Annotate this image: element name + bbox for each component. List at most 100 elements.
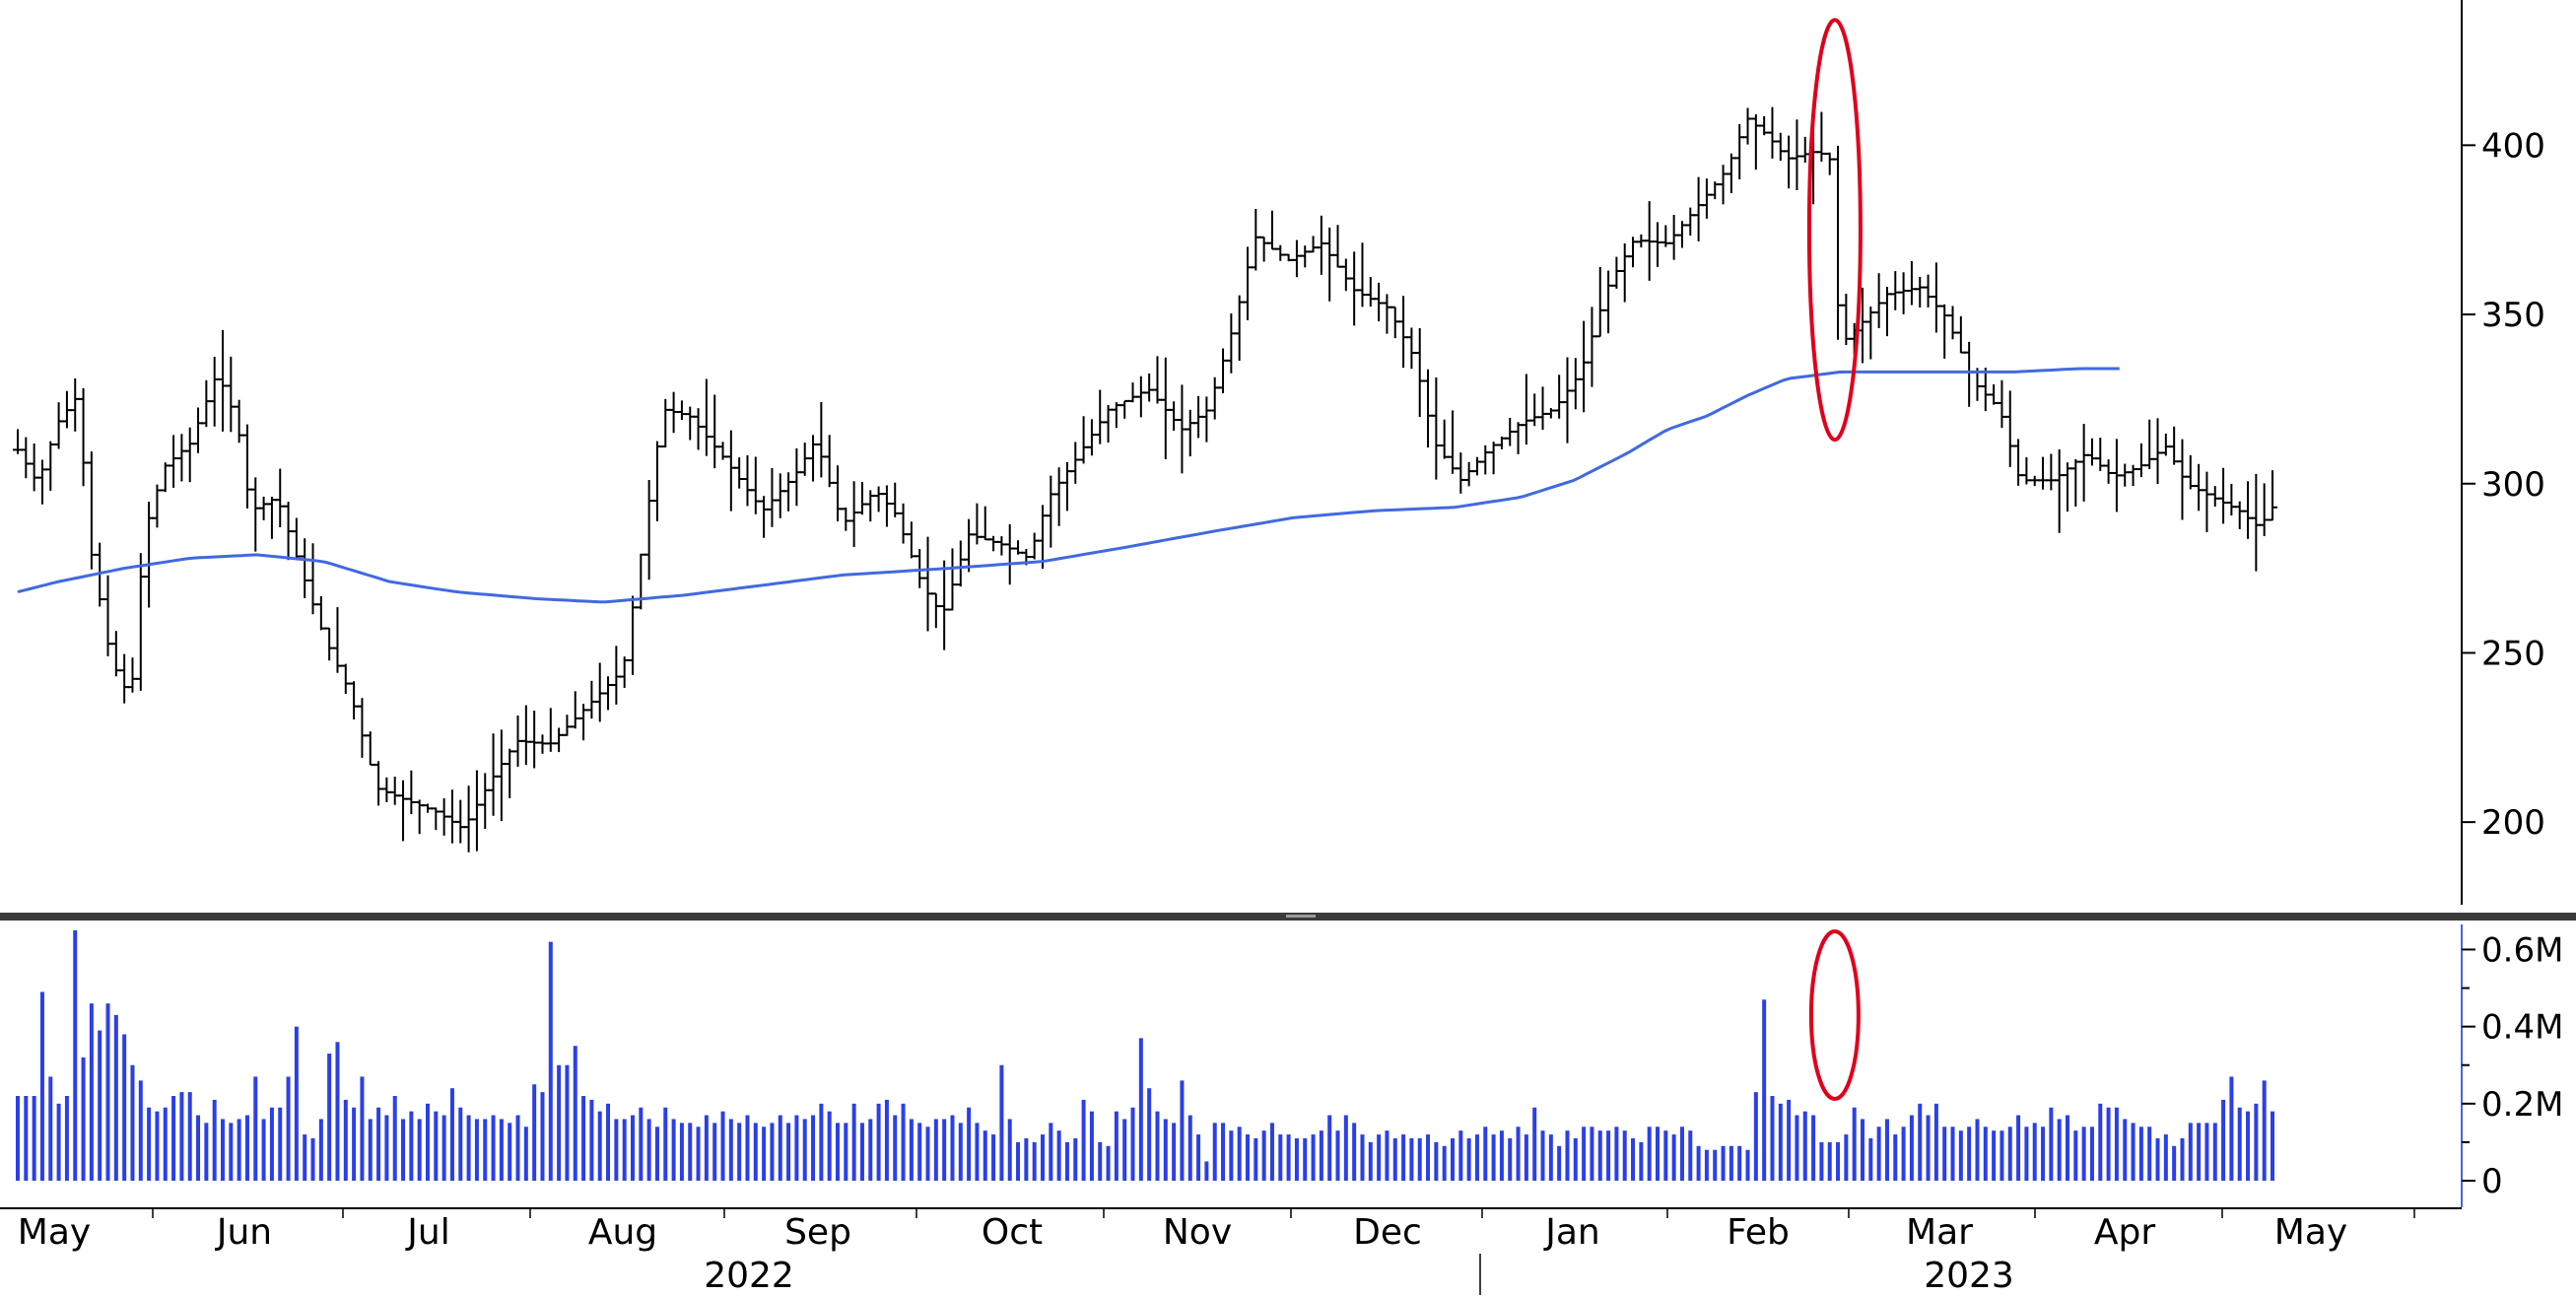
volume-bar: [909, 1119, 914, 1181]
volume-bar: [138, 1080, 143, 1181]
volume-bar: [557, 1064, 562, 1181]
volume-bar: [573, 1046, 577, 1181]
volume-bar: [2081, 1126, 2086, 1181]
month-label: Dec: [1353, 1212, 1422, 1253]
volume-bar: [1352, 1123, 1357, 1181]
volume-bar: [2041, 1126, 2046, 1181]
price-highlight-ellipse: [1806, 18, 1863, 443]
volume-bar: [1950, 1126, 1955, 1181]
month-label: Oct: [982, 1212, 1043, 1253]
volume-bar: [1770, 1096, 1775, 1181]
volume-bar: [1335, 1130, 1340, 1181]
volume-bar: [491, 1115, 496, 1181]
volume-bar: [2237, 1107, 2242, 1181]
volume-bar: [2271, 1111, 2274, 1181]
volume-bar: [1524, 1134, 1528, 1181]
volume-bar: [2131, 1123, 2135, 1181]
volume-bar: [917, 1123, 922, 1181]
volume-bar: [1401, 1134, 1406, 1181]
volume-bar: [1016, 1141, 1021, 1181]
volume-bar: [2057, 1119, 2062, 1181]
price-tick-label: 250: [2481, 634, 2545, 673]
volume-bar: [310, 1138, 315, 1181]
volume-bar: [1639, 1141, 1644, 1181]
volume-bar: [98, 1030, 102, 1181]
volume-bar: [1958, 1130, 1963, 1181]
volume-bar: [523, 1126, 528, 1181]
volume-bar: [901, 1103, 906, 1181]
volume-bar: [1458, 1130, 1463, 1181]
volume-bar: [975, 1123, 980, 1181]
volume-bar: [868, 1119, 873, 1181]
volume-tick-label: 0.6M: [2481, 930, 2563, 970]
volume-bar: [1204, 1161, 1209, 1181]
volume-bar: [884, 1099, 889, 1181]
volume-bar: [1836, 1141, 1841, 1181]
month-label: Mar: [1906, 1212, 1973, 1253]
volume-bar: [983, 1130, 987, 1181]
volume-bar: [958, 1123, 963, 1181]
volume-bar: [2246, 1111, 2251, 1181]
volume-bar: [1007, 1119, 1012, 1181]
month-label: Aug: [588, 1212, 657, 1253]
volume-bar: [1918, 1103, 1923, 1181]
ohlc-bar: [2268, 470, 2277, 521]
panel-separator-grip: [1286, 915, 1316, 918]
volume-bar: [1049, 1123, 1053, 1181]
volume-bar: [1327, 1115, 1332, 1181]
volume-bar: [89, 1003, 94, 1181]
volume-bar: [1303, 1138, 1308, 1181]
volume-bar: [1762, 999, 1767, 1181]
volume-bar: [1434, 1141, 1439, 1181]
volume-bar: [39, 991, 44, 1181]
volume-tick-label: 0.4M: [2481, 1008, 2563, 1048]
volume-bar: [1778, 1103, 1783, 1181]
volume-bar: [434, 1111, 439, 1181]
volume-bar: [1172, 1123, 1177, 1181]
price-tick-label: 400: [2481, 126, 2545, 166]
volume-bar: [876, 1103, 881, 1181]
volume-bar: [696, 1126, 701, 1181]
volume-bar: [2212, 1123, 2217, 1181]
month-label: Jun: [215, 1212, 272, 1253]
volume-bar: [606, 1103, 611, 1181]
volume-bar: [1106, 1145, 1111, 1181]
volume-bar: [441, 1115, 446, 1181]
volume-bar: [1508, 1138, 1513, 1181]
volume-bar: [1343, 1115, 1348, 1181]
month-label: Nov: [1163, 1212, 1232, 1253]
volume-bar: [1827, 1141, 1832, 1181]
volume-bar: [1187, 1115, 1192, 1181]
volume-bar: [1582, 1126, 1587, 1181]
volume-bar: [1466, 1138, 1471, 1181]
volume-bar: [1819, 1141, 1824, 1181]
volume-bar: [851, 1103, 856, 1181]
volume-bar: [991, 1134, 996, 1181]
year-label: 2022: [704, 1256, 794, 1296]
volume-bar: [384, 1115, 389, 1181]
volume-bar: [2138, 1126, 2143, 1181]
volume-bar: [688, 1123, 693, 1181]
volume-bar: [1631, 1138, 1636, 1181]
volume-bar: [1377, 1134, 1382, 1181]
volume-bar: [376, 1107, 381, 1181]
volume-bar: [548, 941, 553, 1181]
price-tick-label: 300: [2481, 465, 2545, 505]
volume-bar: [2229, 1076, 2234, 1181]
volume-bar: [1795, 1115, 1799, 1181]
volume-bar: [1180, 1080, 1185, 1181]
volume-panel: [16, 929, 2274, 1181]
volume-bar: [1876, 1126, 1881, 1181]
volume-bar: [1975, 1119, 1980, 1181]
volume-bar: [1933, 1103, 1938, 1181]
volume-bar: [2024, 1126, 2029, 1181]
volume-bar: [770, 1123, 775, 1181]
volume-bar: [1392, 1138, 1397, 1181]
year-label: 2023: [1924, 1256, 2014, 1296]
volume-bar: [499, 1119, 504, 1181]
volume-bar: [122, 1034, 127, 1181]
volume-bar: [794, 1115, 799, 1181]
volume-bar: [1278, 1134, 1283, 1181]
volume-bar: [1368, 1141, 1373, 1181]
